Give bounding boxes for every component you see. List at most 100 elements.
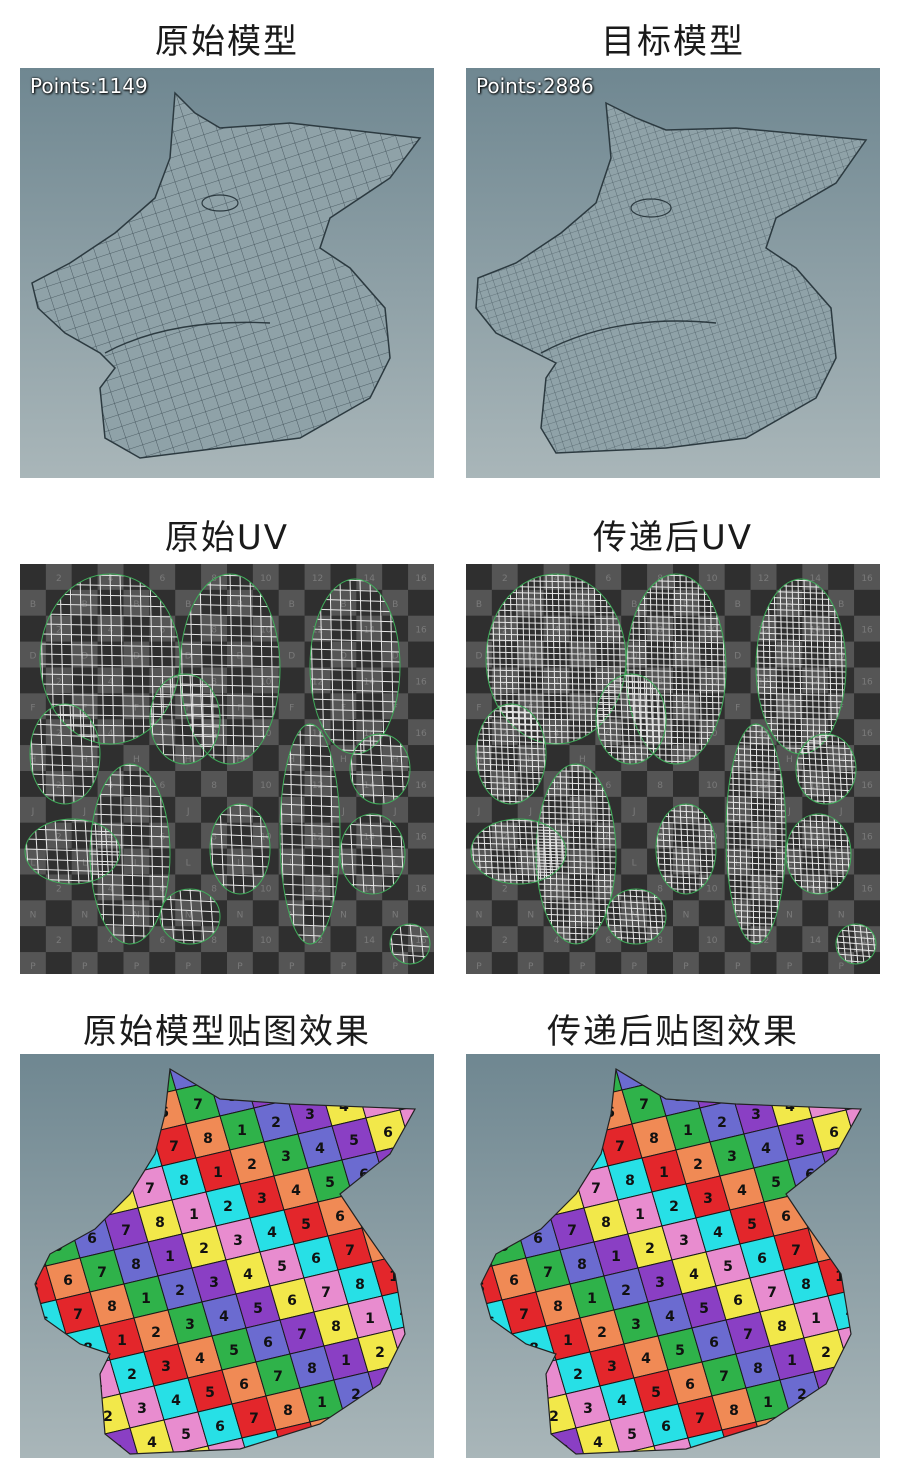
uv-checker-label: 14 [364,833,376,843]
uv-checker-label: 4 [554,677,560,687]
uv-checker-label: N [631,910,638,920]
texture-tile-number: 6 [431,1054,434,1057]
uv-checker-label: P [392,962,398,972]
texture-tile-number: 1 [835,1269,845,1285]
texture-tile [424,1060,434,1102]
uv-checker-label: 16 [861,626,873,636]
texture-tile-number: 6 [757,1251,767,1267]
uv-checker-label: J [134,807,138,817]
texture-tile-number: 2 [517,1054,527,1069]
uv-checker-label: L [393,859,398,869]
texture-tile [481,1443,519,1454]
uv-checker-cell [673,926,699,953]
texture-tile-number: 8 [601,1215,611,1231]
texture-tile [765,1447,811,1454]
uv-checker-cell [201,952,227,974]
uv-checker-label: 2 [56,574,62,584]
uv-checker-label: 12 [312,574,323,584]
uv-checker-label: 6 [159,574,165,584]
texture-tile-number: 3 [551,1054,561,1061]
texture-tile-number: 2 [351,1387,361,1403]
texture-tile-number: 2 [327,1429,337,1445]
uv-checker-cell [854,641,880,668]
uv-checker-label: N [734,910,741,920]
texture-tile-number: 3 [703,1191,713,1207]
uv-checker-cell [750,926,777,953]
texture-tile-number: 6 [311,1251,321,1267]
uv-checker-label: 12 [758,884,769,894]
uv-checker-cell [330,952,357,974]
uv-checker-cell [304,615,331,642]
texture-tile [543,1069,589,1107]
uv-checker-cell [382,771,409,797]
uv-checker-label: 14 [810,781,822,791]
texture-tile [35,1341,43,1385]
uv-checker-cell [97,952,124,974]
texture-tile-number: 1 [683,1123,693,1139]
uv-checker-label: 16 [415,833,427,843]
uv-checker-label: L [839,859,844,869]
title-original-uv: 原始UV [164,518,290,558]
uv-checker-label: 14 [364,729,376,739]
uv-checker-cell [45,796,72,823]
uv-checker-label: B [392,600,398,610]
uv-checker-cell [71,667,98,694]
uv-checker-cell [724,564,751,590]
texture-tile [466,1054,476,1096]
texture-tile-number: 7 [767,1285,777,1301]
uv-checker-cell [595,564,622,590]
uv-checker-cell [45,822,72,849]
texture-tile [466,1308,478,1350]
texture-tile-number: 7 [217,1055,227,1071]
uv-checker-label: 4 [108,574,114,584]
uv-checker-cell [466,667,492,694]
texture-tile-number: 2 [223,1199,233,1215]
uv-checker-label: 14 [364,781,376,791]
texture-tile [872,1314,880,1356]
texture-tile [20,1418,28,1458]
texture-tile-number: 8 [107,1299,117,1315]
uv-checker-label: H [786,755,793,765]
uv-checker-cell [175,848,202,875]
uv-checker-cell [408,822,434,849]
texture-tile-number: 8 [131,1257,141,1273]
texture-tile-number: 8 [83,1341,93,1357]
uv-checker-label: 2 [502,729,508,739]
texture-tile-number: 7 [121,1223,131,1239]
texture-tile-number: 1 [293,1437,303,1453]
texture-tile-number: 5 [429,1405,434,1421]
uv-checker-cell [123,848,150,875]
texture-tile-number: 4 [20,1247,29,1263]
texture-tile-number: 5 [349,1133,359,1149]
texture-tile-number: 4 [537,1121,547,1137]
uv-island [89,763,171,945]
uv-checker-cell [854,822,880,849]
texture-tile-number: 3 [679,1233,689,1249]
uv-checker-cell [408,564,434,590]
uv-checker-cell [252,641,279,668]
uv-checker-cell [466,615,492,642]
texture-tile [409,1135,415,1179]
texture-tile-number: 1 [261,1081,271,1097]
texture-tile-number: 8 [577,1257,587,1273]
uv-checker-label: 6 [159,781,165,791]
texture-tile [129,1419,175,1454]
uv-checker-cell [304,796,331,823]
texture-tile-number: 3 [137,1401,147,1417]
uv-checker-cell [802,926,829,953]
texture-tile-number: 8 [801,1277,811,1293]
texture-tile-number: 8 [649,1131,659,1147]
uv-checker-label: 10 [706,574,718,584]
uv-checker-cell [750,589,777,616]
texture-tile-number: 5 [523,1197,533,1213]
uv-checker-cell [408,771,434,797]
texture-tile-number: 3 [527,1087,537,1103]
uv-checker-label: P [185,962,191,972]
texture-tile-number: 7 [369,1201,379,1217]
texture-tile [387,1431,415,1454]
uv-checker-cell [673,641,699,668]
texture-tile-number: 7 [145,1181,155,1197]
uv-checker-label: 8 [211,884,217,894]
texture-tile-number: 3 [305,1107,315,1123]
uv-checker-label: F [393,703,398,713]
